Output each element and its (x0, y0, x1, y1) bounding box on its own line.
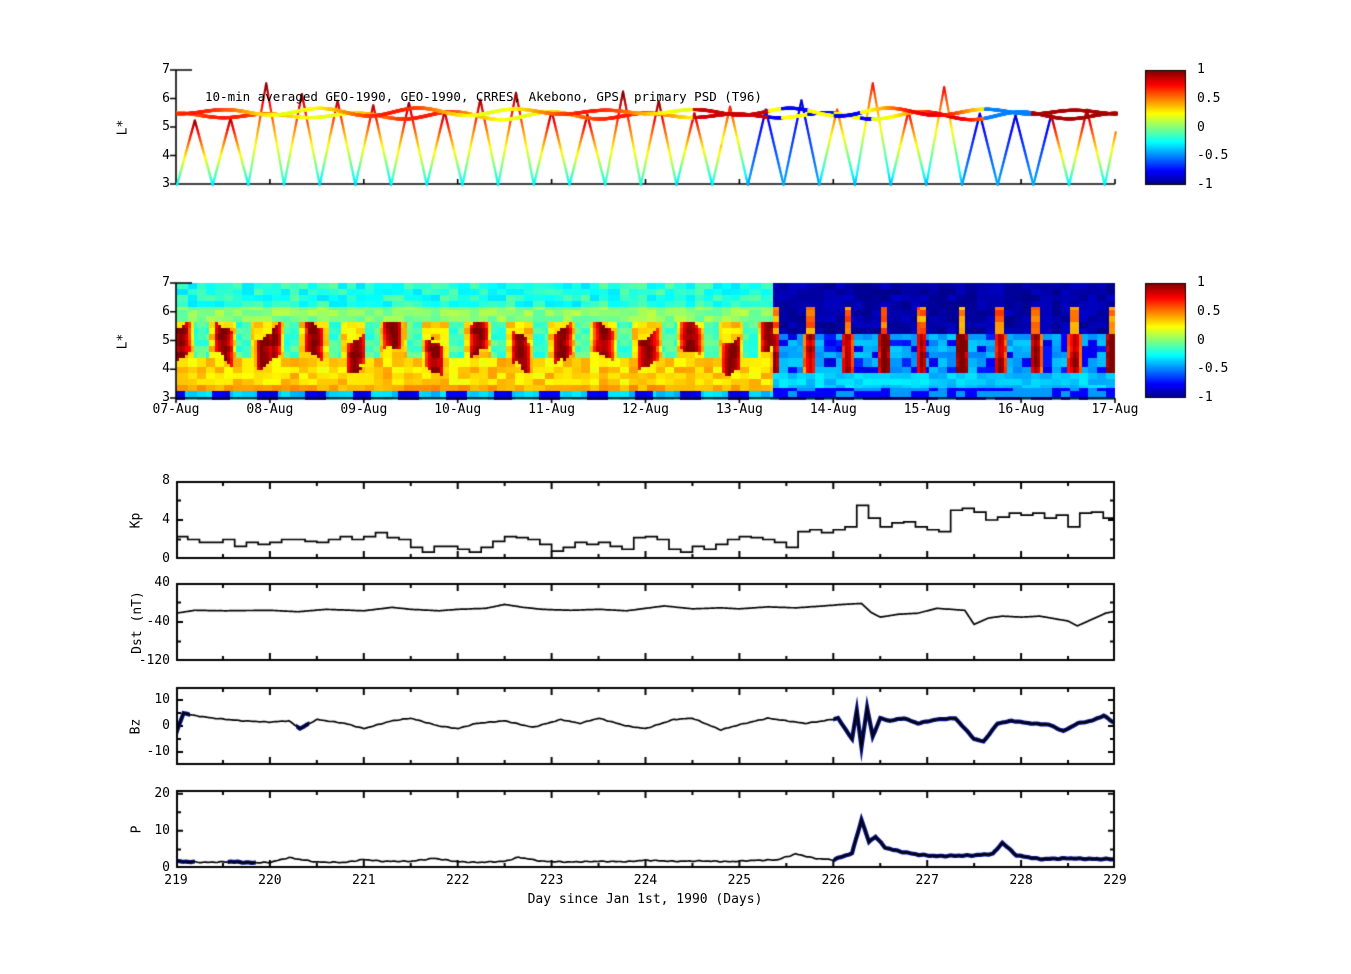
x-tick-label: 220 (258, 873, 282, 888)
heatmap-date-label: 13-Aug (715, 402, 763, 417)
y-tick-label: 0 (162, 718, 170, 733)
pressure-plot (164, 784, 1121, 882)
colorbar-tick-label: -1 (1197, 177, 1213, 192)
heatmap-date-label: 17-Aug (1091, 402, 1139, 417)
x-tick-label: 226 (821, 873, 846, 888)
bz-plot (164, 681, 1121, 779)
y-tick-label: -120 (138, 653, 170, 668)
heatmap-date-label: 15-Aug (903, 402, 951, 417)
y-tick-label: 6 (162, 303, 170, 319)
heatmap-date-label: 09-Aug (340, 402, 388, 417)
colorbar-tick-label: 0.5 (1197, 303, 1221, 319)
x-axis-title: Day since Jan 1st, 1990 (Days) (527, 892, 763, 907)
colorbar-tick-label: 0 (1197, 332, 1205, 348)
y-tick-label: -10 (146, 744, 170, 759)
y-tick-label: 4 (162, 361, 170, 377)
x-tick-label: 228 (1009, 873, 1033, 888)
colorbar-tick-label: 0.5 (1197, 90, 1221, 106)
colorbar-tick-label: 0 (1197, 119, 1205, 135)
y-tick-label: 4 (162, 512, 170, 527)
heatmap-date-label: 07-Aug (152, 402, 200, 417)
x-tick-label: 222 (445, 873, 470, 888)
y-tick-label: 3 (162, 176, 170, 191)
heatmap-date-label: 12-Aug (622, 402, 669, 417)
heatmap-date-label: 11-Aug (528, 402, 576, 417)
plot-title: 10-min averaged GEO-1990, GEO-1990, CRRE… (205, 89, 762, 104)
y-tick-label: 20 (154, 785, 170, 801)
x-tick-label: 224 (633, 873, 658, 888)
x-tick-label: 219 (164, 873, 188, 888)
y-tick-label: 7 (162, 62, 170, 77)
y-tick-label: 5 (162, 119, 170, 134)
y-tick-label: -40 (146, 614, 170, 629)
colorbar-tick-label: -0.5 (1197, 361, 1229, 377)
y-tick-label: 10 (154, 692, 170, 707)
y-tick-label: 5 (162, 332, 170, 348)
heatmap-date-label: 16-Aug (997, 402, 1045, 417)
heatmap-date-label: 08-Aug (246, 402, 294, 417)
x-tick-label: 227 (915, 873, 939, 888)
psd-scatter-plot (164, 64, 1121, 198)
psd-heatmap-plot (164, 277, 1121, 412)
x-tick-label: 223 (539, 873, 564, 888)
dst-plot (164, 577, 1121, 675)
colorbar-1 (1139, 64, 1191, 194)
y-tick-label: 10 (154, 822, 170, 838)
x-tick-label: 221 (352, 873, 376, 888)
colorbar-tick-label: 1 (1197, 62, 1205, 77)
heatmap-date-label: 10-Aug (434, 402, 482, 417)
y-tick-label: 6 (162, 90, 170, 106)
y-tick-label: 4 (162, 147, 170, 163)
colorbar-tick-label: -0.5 (1197, 148, 1229, 164)
colorbar-2 (1139, 277, 1191, 407)
colorbar-tick-label: 1 (1197, 275, 1205, 290)
y-tick-label: 40 (154, 575, 170, 590)
heatmap-date-label: 14-Aug (809, 402, 857, 417)
y-tick-label: 0 (162, 860, 170, 875)
y-tick-label: 8 (162, 473, 170, 488)
y-tick-label: 0 (162, 551, 170, 566)
y-tick-label: 7 (162, 275, 170, 290)
colorbar-tick-label: -1 (1197, 390, 1213, 405)
kp-plot (164, 475, 1121, 573)
x-tick-label: 229 (1103, 873, 1127, 888)
y-tick-label: 3 (162, 390, 170, 405)
x-tick-label: 225 (727, 873, 752, 888)
